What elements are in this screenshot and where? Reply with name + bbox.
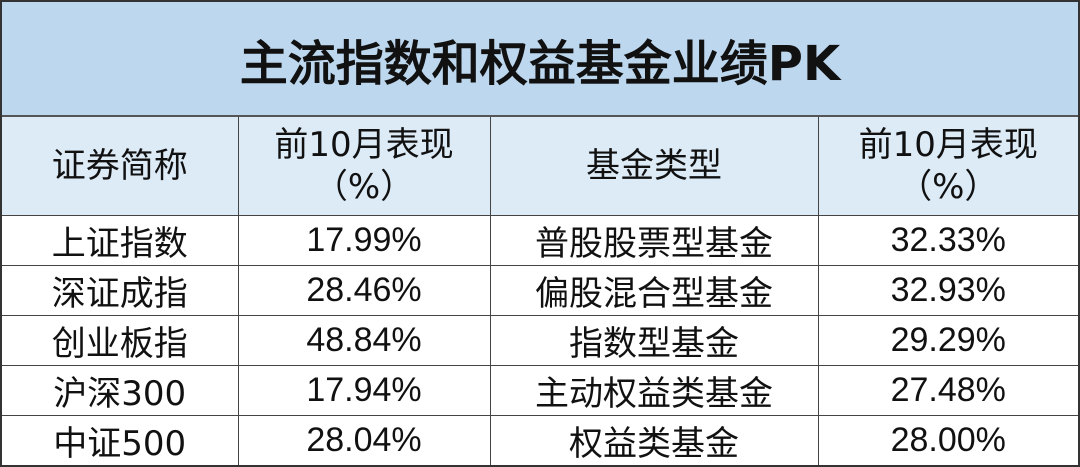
fund-perf: 27.48% [817, 365, 1078, 416]
header-index-name: 证券简称 [2, 117, 239, 216]
fund-type: 主动权益类基金 [489, 365, 819, 416]
fund-type: 指数型基金 [489, 315, 819, 366]
index-name: 深证成指 [2, 265, 239, 316]
table-row: 上证指数 17.99% 普股股票型基金 32.33% [2, 215, 1078, 266]
table-row: 创业板指 48.84% 指数型基金 29.29% [2, 315, 1078, 366]
header-fund-perf: 前10月表现 （%） [817, 117, 1078, 216]
fund-perf: 32.33% [817, 215, 1078, 266]
index-perf: 48.84% [237, 315, 491, 366]
header-fund-type: 基金类型 [489, 117, 819, 216]
index-perf: 28.04% [237, 415, 491, 465]
table-row: 沪深300 17.94% 主动权益类基金 27.48% [2, 365, 1078, 416]
index-perf: 28.46% [237, 265, 491, 316]
fund-type: 普股股票型基金 [489, 215, 819, 266]
header-perf-line2: （%） [898, 167, 999, 207]
performance-table: 证券简称 前10月表现 （%） 基金类型 前10月表现 （%） 上证指数 17.99… [2, 117, 1078, 465]
fund-perf: 28.00% [817, 415, 1078, 465]
header-index-perf: 前10月表现 （%） [237, 117, 491, 216]
fund-perf: 29.29% [817, 315, 1078, 366]
header-perf-line1: 前10月表现 [858, 125, 1038, 165]
header-perf-line1: 前10月表现 [274, 125, 454, 165]
index-perf: 17.99% [237, 215, 491, 266]
fund-type: 偏股混合型基金 [489, 265, 819, 316]
table-row: 中证500 28.04% 权益类基金 28.00% [2, 415, 1078, 465]
fund-type: 权益类基金 [489, 415, 819, 465]
index-name: 上证指数 [2, 215, 239, 266]
index-name: 中证500 [2, 415, 239, 465]
header-row: 证券简称 前10月表现 （%） 基金类型 前10月表现 （%） [2, 117, 1078, 216]
table-row: 深证成指 28.46% 偏股混合型基金 32.93% [2, 265, 1078, 316]
header-perf-line2: （%） [313, 167, 415, 207]
table-title: 主流指数和权益基金业绩PK [2, 2, 1078, 117]
fund-perf: 32.93% [817, 265, 1078, 316]
index-perf: 17.94% [237, 365, 491, 416]
index-name: 创业板指 [2, 315, 239, 366]
index-name: 沪深300 [2, 365, 239, 416]
